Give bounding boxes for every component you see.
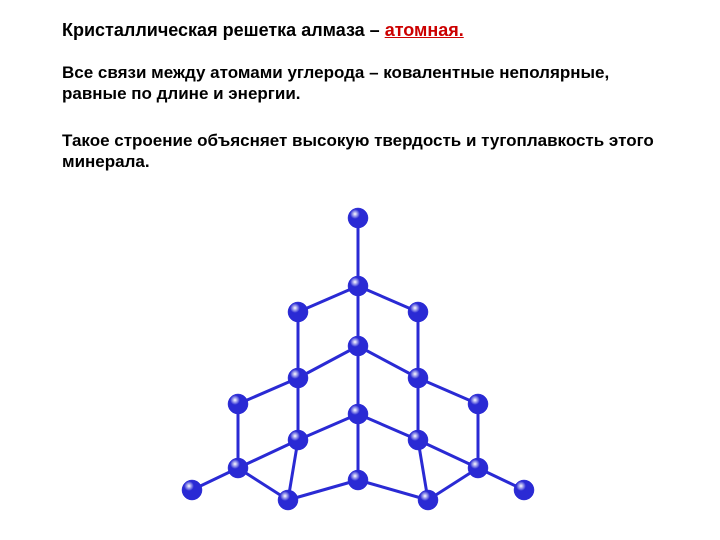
atom-node [182, 480, 202, 500]
atom-node [418, 490, 438, 510]
atom-node [228, 458, 248, 478]
atom-node [278, 490, 298, 510]
lattice-svg [170, 200, 550, 520]
bond [358, 480, 428, 500]
atom-node [228, 394, 248, 414]
atom-node [288, 430, 308, 450]
atom-node [288, 302, 308, 322]
title-highlight: атомная. [385, 20, 464, 40]
atom-node [468, 458, 488, 478]
atom-node [468, 394, 488, 414]
paragraph-2: Все связи между атомами углерода – ковал… [62, 62, 662, 105]
atom-node [348, 336, 368, 356]
atom-node [514, 480, 534, 500]
atom-node [348, 276, 368, 296]
atom-node [408, 368, 428, 388]
atom-node [288, 368, 308, 388]
title-line: Кристаллическая решетка алмаза – атомная… [62, 20, 662, 41]
atom-node [348, 208, 368, 228]
atom-node [348, 404, 368, 424]
atom-node [348, 470, 368, 490]
paragraph-3: Такое строение объясняет высокую твердос… [62, 130, 662, 173]
atom-node [408, 430, 428, 450]
atom-node [408, 302, 428, 322]
bond [288, 480, 358, 500]
diamond-lattice-diagram [170, 200, 550, 520]
title-prefix: Кристаллическая решетка алмаза – [62, 20, 385, 40]
